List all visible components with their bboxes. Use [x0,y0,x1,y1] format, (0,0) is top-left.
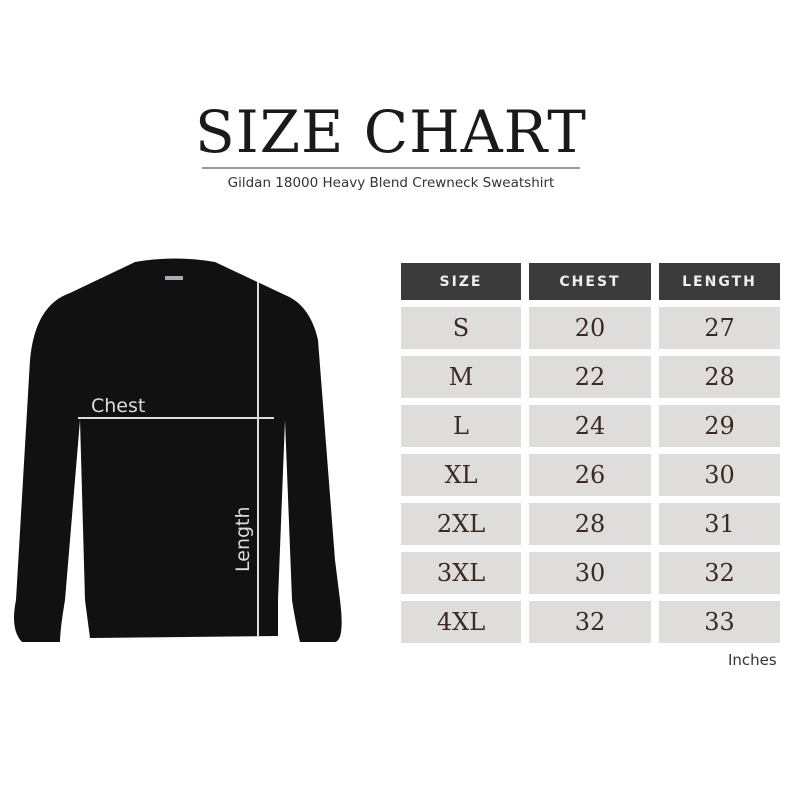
table-cell-chest: 22 [529,356,651,398]
page-title: SIZE CHART [195,98,587,166]
table-cell-size: 3XL [401,552,521,594]
table-cell-length: 29 [659,405,780,447]
table-cell-length: 28 [659,356,780,398]
column-header-length: LENGTH [659,263,780,300]
chest-label: Chest [91,395,145,417]
table-cell-length: 30 [659,454,780,496]
table-cell-chest: 24 [529,405,651,447]
column-header-chest: CHEST [529,263,651,300]
table-cell-chest: 26 [529,454,651,496]
table-cell-chest: 32 [529,601,651,643]
table-cell-length: 27 [659,307,780,349]
sweatshirt-diagram: Chest Length [14,258,342,642]
table-cell-size: S [401,307,521,349]
table-cell-chest: 20 [529,307,651,349]
subtitle: Gildan 18000 Heavy Blend Crewneck Sweats… [227,175,555,191]
collar-tag [165,276,183,280]
unit-label: Inches [728,651,777,669]
title-divider [202,167,580,169]
table-cell-size: L [401,405,521,447]
column-header-size: SIZE [401,263,521,300]
table-cell-size: XL [401,454,521,496]
table-cell-length: 33 [659,601,780,643]
sweatshirt-image [14,258,342,642]
table-cell-length: 31 [659,503,780,545]
length-label: Length [232,506,254,572]
table-cell-chest: 28 [529,503,651,545]
table-cell-size: 2XL [401,503,521,545]
table-cell-size: 4XL [401,601,521,643]
table-cell-chest: 30 [529,552,651,594]
table-cell-length: 32 [659,552,780,594]
table-cell-size: M [401,356,521,398]
